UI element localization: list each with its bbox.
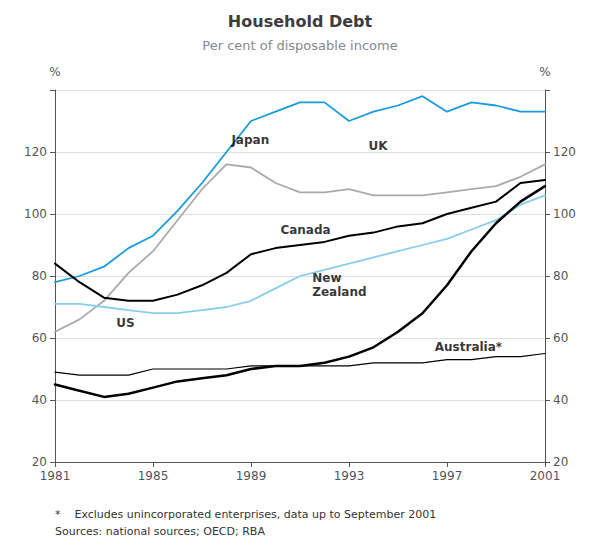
svg-text:2001: 2001 <box>530 469 561 483</box>
svg-text:New: New <box>312 271 341 285</box>
svg-text:120: 120 <box>553 145 576 159</box>
svg-text:1985: 1985 <box>138 469 169 483</box>
svg-text:120: 120 <box>24 145 47 159</box>
svg-text:60: 60 <box>553 331 568 345</box>
svg-text:40: 40 <box>32 393 47 407</box>
svg-text:Japan: Japan <box>230 133 269 147</box>
svg-text:Australia*: Australia* <box>435 340 503 354</box>
svg-text:1989: 1989 <box>236 469 267 483</box>
svg-text:1981: 1981 <box>40 469 71 483</box>
svg-text:* Excludes unincorporated e: * Excludes unincorporated enterprises, d… <box>55 508 436 521</box>
svg-text:20: 20 <box>553 455 568 469</box>
svg-text:80: 80 <box>32 269 47 283</box>
svg-text:20: 20 <box>32 455 47 469</box>
svg-text:100: 100 <box>553 207 576 221</box>
svg-text:60: 60 <box>32 331 47 345</box>
svg-text:US: US <box>116 316 134 330</box>
svg-text:Canada: Canada <box>280 223 330 237</box>
svg-text:Sources: national sources; OEC: Sources: national sources; OECD; RBA <box>55 525 265 538</box>
svg-text:80: 80 <box>553 269 568 283</box>
svg-text:Zealand: Zealand <box>312 285 366 299</box>
svg-text:%: % <box>49 65 60 79</box>
svg-text:1997: 1997 <box>432 469 463 483</box>
svg-text:Household Debt: Household Debt <box>228 12 373 31</box>
svg-text:UK: UK <box>369 139 389 153</box>
svg-text:%: % <box>539 65 550 79</box>
svg-text:Per cent of disposable income: Per cent of disposable income <box>202 38 397 53</box>
svg-text:1993: 1993 <box>334 469 365 483</box>
svg-text:100: 100 <box>24 207 47 221</box>
svg-text:40: 40 <box>553 393 568 407</box>
